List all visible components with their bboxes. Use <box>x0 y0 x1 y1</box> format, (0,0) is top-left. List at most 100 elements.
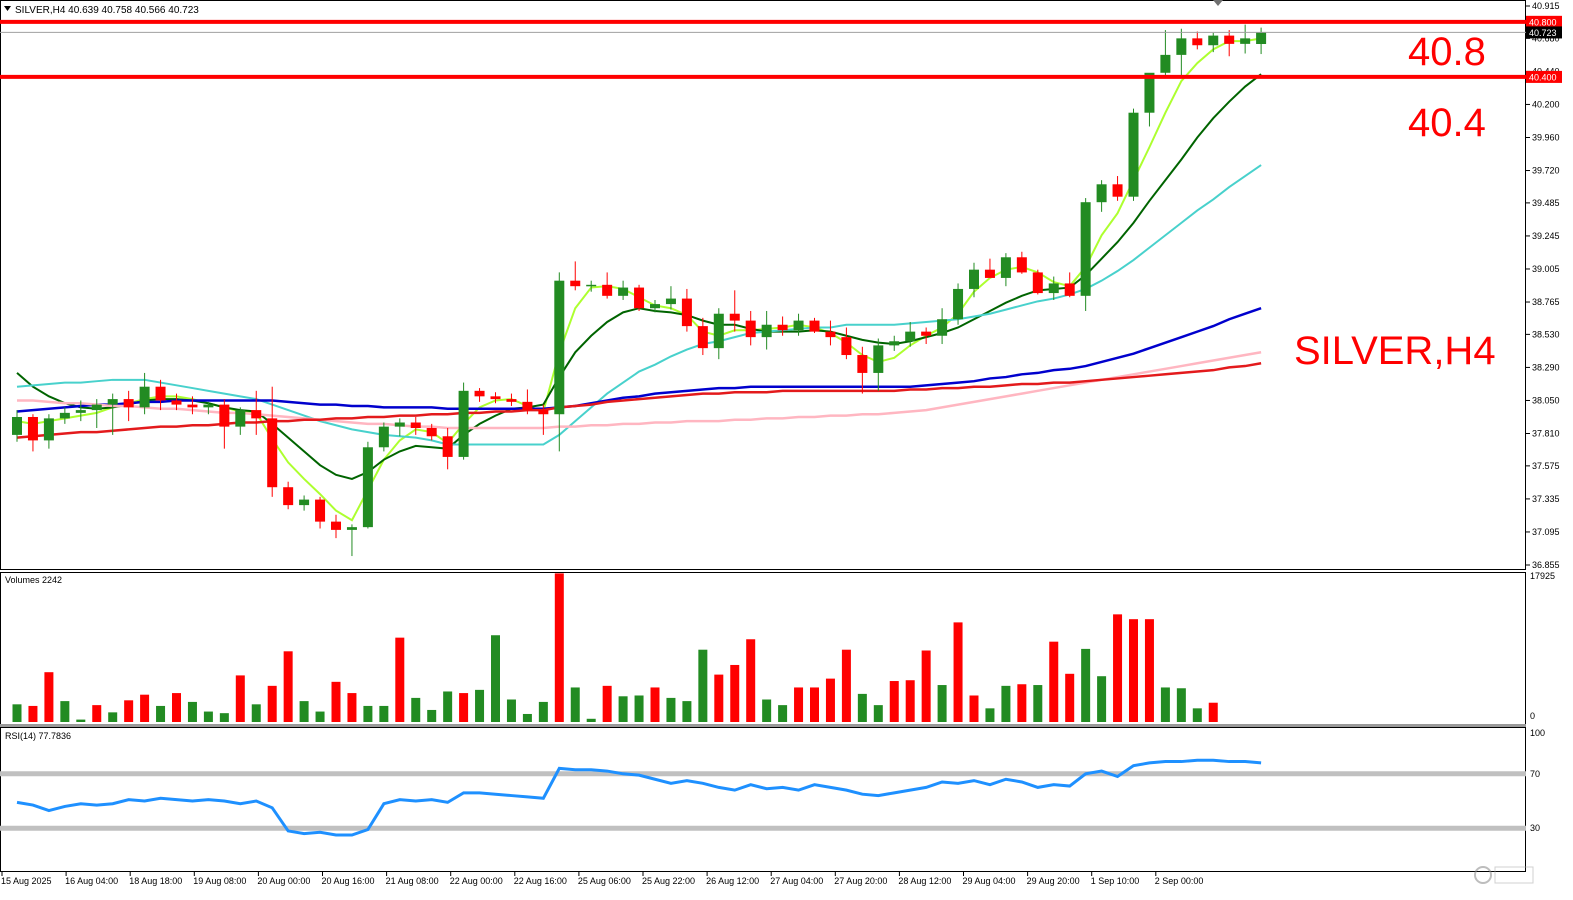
candle-bull <box>43 418 54 441</box>
volume-bar-up <box>586 718 596 722</box>
volume-bar-down <box>1065 673 1075 722</box>
candle-bear <box>410 422 421 429</box>
price-tick-label: 37.335 <box>1532 494 1560 504</box>
time-tick-label: 28 Aug 12:00 <box>898 876 951 886</box>
volume-bar-down <box>554 573 564 722</box>
time-tick-label: 29 Aug 04:00 <box>963 876 1016 886</box>
candle-bull <box>953 288 964 320</box>
candle-bull <box>139 386 150 408</box>
level-price-label: 40.800 <box>1529 17 1557 27</box>
volume-bar-up <box>203 711 213 722</box>
candle-bear <box>251 410 262 419</box>
volume-bar-down <box>283 651 293 722</box>
candle-bear <box>27 416 38 441</box>
moving-average-line <box>16 73 1262 481</box>
price-tick-label: 40.915 <box>1532 1 1560 11</box>
candle-bear <box>283 487 294 506</box>
symbol-dropdown-icon[interactable] <box>4 6 11 11</box>
volume-bar-up <box>427 709 437 722</box>
candle-bull <box>458 390 469 457</box>
time-tick-label: 27 Aug 04:00 <box>770 876 823 886</box>
candle-bear <box>634 287 645 309</box>
level-price-tag <box>1526 15 1562 28</box>
volume-bar-up <box>1081 648 1091 722</box>
level-annotation-40-8: 40.8 <box>1408 30 1486 74</box>
candle-bull <box>1080 202 1091 296</box>
candle-bull <box>969 269 979 289</box>
candle-bear <box>155 386 166 401</box>
time-tick-label: 21 Aug 08:00 <box>386 876 439 886</box>
current-price-label: 40.723 <box>1529 28 1557 38</box>
time-tick-label: 27 Aug 20:00 <box>834 876 887 886</box>
candle-bear <box>171 400 182 405</box>
volume-bar-up <box>156 705 166 722</box>
candle-bear <box>538 410 549 415</box>
rsi-tick-label: 30 <box>1530 823 1540 833</box>
candle-bear <box>442 436 453 457</box>
volume-bar-down <box>347 693 357 722</box>
volume-bar-down <box>746 639 756 722</box>
chart-shift-marker[interactable] <box>1213 0 1223 6</box>
price-tick-label: 39.960 <box>1532 132 1560 142</box>
volume-bar-up <box>682 701 692 722</box>
volume-bar-down <box>267 685 277 722</box>
price-axis: 40.91540.68040.44040.20039.96039.72039.4… <box>1526 1 1560 570</box>
price-tick-label: 40.200 <box>1532 99 1560 109</box>
volume-bar-down <box>650 687 660 722</box>
volume-bar-up <box>1192 708 1202 722</box>
time-tick-label: 20 Aug 16:00 <box>322 876 375 886</box>
candle-bull <box>235 410 246 427</box>
rsi-tick-label: 70 <box>1530 769 1540 779</box>
volume-bar-up <box>491 635 500 722</box>
candle-bull <box>665 298 676 305</box>
volume-bar-up <box>475 689 485 722</box>
candle-bull <box>1048 283 1059 294</box>
volume-bar-up <box>411 697 421 722</box>
candle-bull <box>1208 35 1219 46</box>
candle-bear <box>426 428 437 437</box>
volume-bar-down <box>905 680 915 722</box>
volume-bar-down <box>841 649 851 722</box>
candle-bull <box>873 345 884 373</box>
time-tick-label: 2 Sep 00:00 <box>1155 876 1204 886</box>
volume-bar-down <box>92 705 102 722</box>
volume-bar-up <box>1097 676 1107 722</box>
volume-bar-up <box>857 693 867 722</box>
volume-bar-up <box>1176 688 1186 722</box>
candle-bull <box>75 410 86 413</box>
candle-bear <box>1064 283 1075 296</box>
volume-bar-down <box>1129 619 1138 722</box>
price-tick-label: 36.855 <box>1532 560 1560 570</box>
candle-bull <box>554 280 565 415</box>
price-pane-frame <box>0 0 1526 570</box>
candle-bear <box>570 280 581 287</box>
volume-bar-up <box>698 649 708 722</box>
volume-axis: 17925 0 <box>1530 571 1555 721</box>
volume-bar-down <box>602 685 612 722</box>
candle-bear <box>777 324 788 331</box>
candle-bear <box>187 404 198 408</box>
volume-bar-up <box>1033 685 1043 722</box>
candlesticks <box>12 24 1267 557</box>
time-tick-label: 22 Aug 16:00 <box>514 876 567 886</box>
volume-bar-up <box>538 701 548 722</box>
price-tick-label: 37.095 <box>1532 527 1560 537</box>
candle-bear <box>809 320 820 332</box>
candle-bull <box>889 341 900 346</box>
volume-tick-label: 17925 <box>1530 571 1555 581</box>
price-tick-label: 38.530 <box>1532 329 1560 339</box>
volume-bar-down <box>1208 702 1218 722</box>
volume-bar-down <box>714 674 724 722</box>
candle-bull <box>937 319 948 336</box>
time-tick-label: 15 Aug 2025 <box>1 876 52 886</box>
candle-bear <box>490 396 501 400</box>
level-price-tag <box>1526 70 1562 83</box>
volume-bar-down <box>730 664 740 722</box>
volume-bar-down <box>28 705 38 722</box>
price-tick-label: 39.720 <box>1532 166 1560 176</box>
candle-bear <box>841 337 852 356</box>
volume-bar-down <box>1017 684 1027 722</box>
candle-bull <box>1160 54 1171 73</box>
symbol-header: SILVER,H4 40.639 40.758 40.566 40.723 <box>15 5 199 16</box>
